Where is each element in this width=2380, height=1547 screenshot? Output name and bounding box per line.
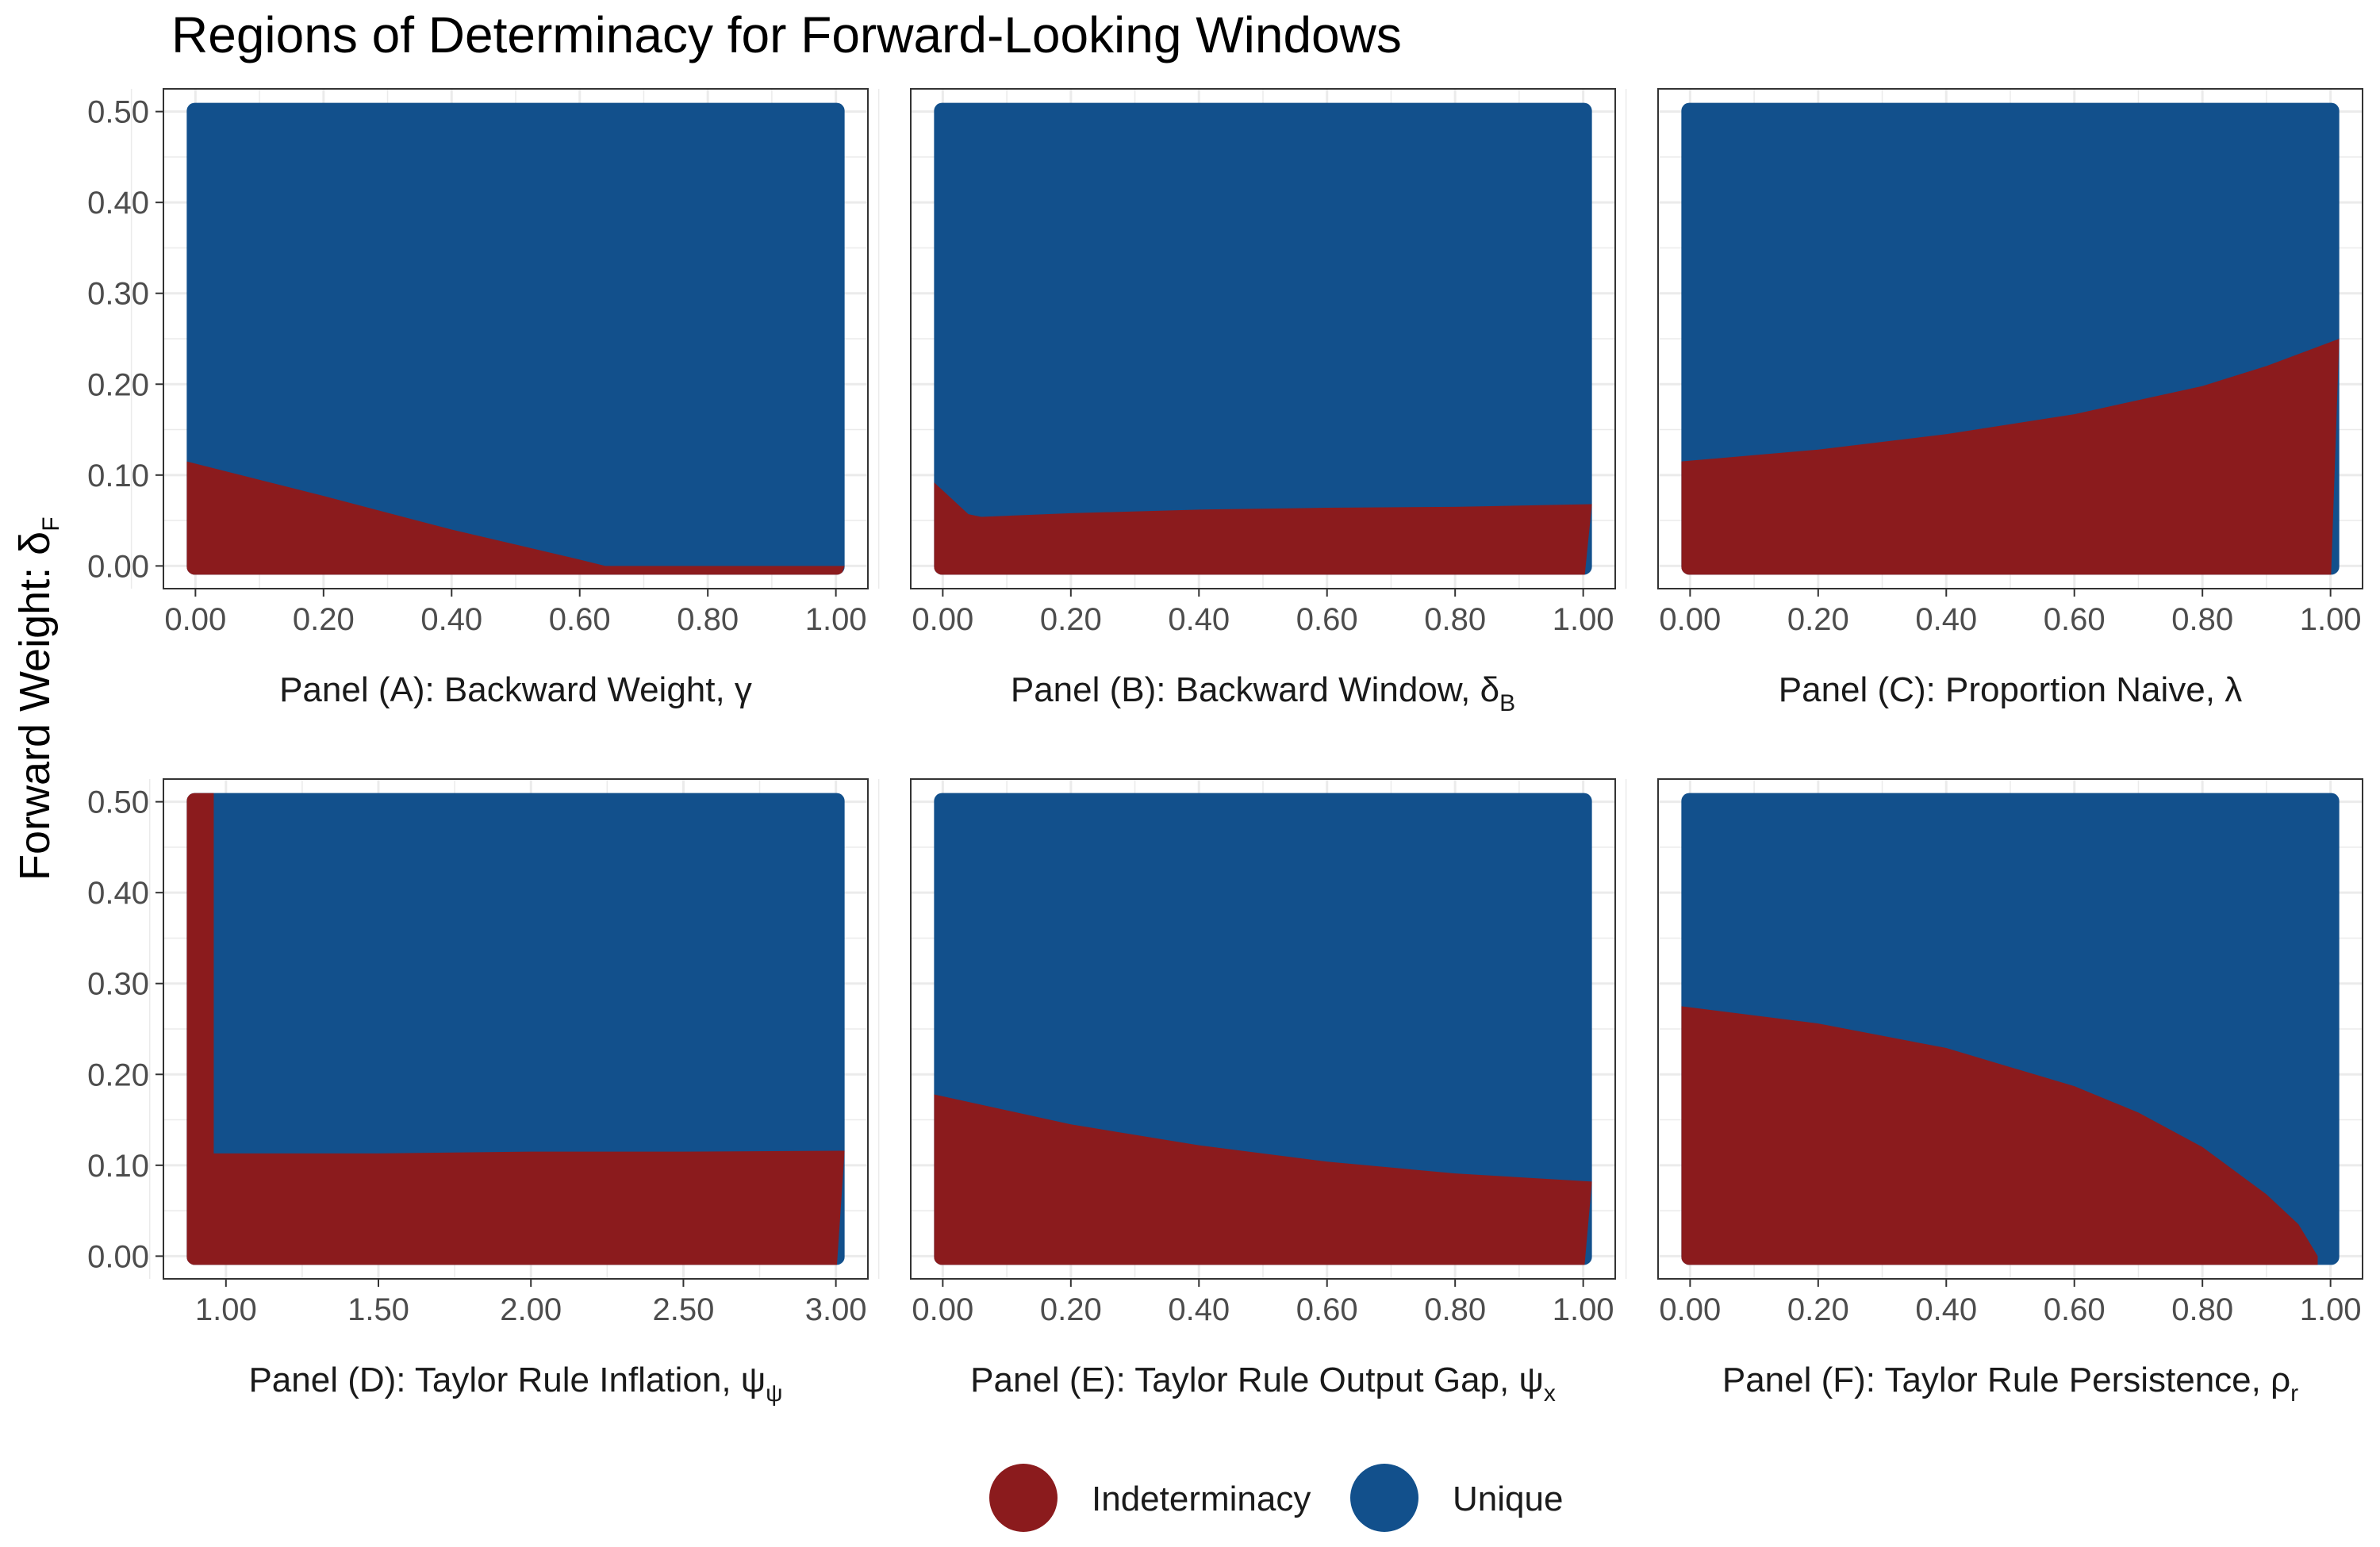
panel-border — [1657, 88, 2363, 589]
x-tick-label: 0.40 — [1168, 1292, 1230, 1327]
x-tick-label: 0.80 — [677, 602, 739, 637]
x-tick-label: 0.80 — [1424, 602, 1486, 637]
indeterminacy-region — [1681, 339, 2340, 575]
x-tick-label: 3.00 — [805, 1292, 867, 1327]
unique-region — [186, 102, 845, 575]
panel-d: 1.00 1.50 2.00 2.50 3.00 0.00 0.10 0.20 0.30 0.40… — [87, 778, 869, 1407]
y-axis-label: Forward Weight: δF — [11, 516, 64, 881]
panel-label-main: Panel (C): Proportion Naive, λ — [1779, 670, 2242, 709]
y-tick-label: 0.20 — [87, 1058, 149, 1092]
y-axis-label-subscript: F — [38, 516, 64, 531]
x-tick-label: 0.40 — [1915, 1292, 1977, 1327]
panel-label-main: Panel (F): Taylor Rule Persistence, ρ — [1722, 1361, 2290, 1399]
x-tick-label: 0.20 — [1040, 602, 1102, 637]
x-tick-label: 0.40 — [1168, 602, 1230, 637]
y-tick-label: 0.40 — [87, 186, 149, 221]
indeterminacy-region — [1681, 1006, 2318, 1265]
y-tick-label: 0.10 — [87, 459, 149, 493]
x-tick-label: 0.00 — [912, 1292, 973, 1327]
panels: 0.00 0.20 0.40 0.60 0.80 1.00 0.00 0.10 0.20 0.30… — [87, 88, 2363, 1407]
panel-label: Panel (D): Taylor Rule Inflation, ψψ — [248, 1361, 782, 1407]
y-axis-label-main: Forward Weight: δ — [11, 532, 59, 881]
panel-border — [910, 778, 1616, 1280]
panel-border — [163, 778, 869, 1280]
indeterminacy-region — [934, 482, 1592, 575]
panel-label: Panel (C): Proportion Naive, λ — [1779, 670, 2242, 709]
indeterminacy-region — [186, 461, 845, 575]
x-tick-label: 1.00 — [1553, 1292, 1614, 1327]
x-tick-label: 0.60 — [2044, 602, 2106, 637]
x-tick-label: 0.80 — [2171, 602, 2233, 637]
y-tick-label: 0.10 — [87, 1149, 149, 1184]
x-tick-label: 0.40 — [1915, 602, 1977, 637]
x-tick-label: 0.20 — [1787, 602, 1849, 637]
panel-label: Panel (E): Taylor Rule Output Gap, ψx — [970, 1361, 1556, 1407]
x-tick-label: 1.50 — [347, 1292, 409, 1327]
panel-a: 0.00 0.20 0.40 0.60 0.80 1.00 0.00 0.10 0.20 0.30… — [87, 88, 869, 709]
unique-region — [186, 793, 845, 1265]
legend-swatch-indeterminacy — [989, 1464, 1058, 1532]
x-tick-label: 1.00 — [805, 602, 867, 637]
panel-label-main: Panel (A): Backward Weight, γ — [279, 670, 752, 709]
unique-region — [934, 102, 1592, 575]
x-tick-label: 0.00 — [1659, 1292, 1721, 1327]
x-tick-label: 0.00 — [912, 602, 973, 637]
x-tick-label: 0.00 — [164, 602, 226, 637]
y-tick-label: 0.50 — [87, 785, 149, 820]
y-tick-label: 0.00 — [87, 1239, 149, 1274]
panel-label-subscript: ψ — [766, 1380, 782, 1407]
legend: Indeterminacy Unique — [989, 1464, 1563, 1532]
figure-title: Regions of Determinacy for Forward-Looki… — [171, 6, 1402, 63]
x-tick-label: 0.20 — [293, 602, 355, 637]
panel-label-subscript: x — [1544, 1380, 1556, 1407]
y-tick-label: 0.30 — [87, 277, 149, 312]
x-tick-label: 2.50 — [652, 1292, 714, 1327]
x-tick-label: 0.60 — [1296, 602, 1358, 637]
x-tick-label: 0.40 — [420, 602, 482, 637]
panel-e: 0.00 0.20 0.40 0.60 0.80 1.00 Panel (E): Taylo… — [877, 778, 1616, 1407]
x-tick-label: 0.20 — [1040, 1292, 1102, 1327]
x-tick-label: 1.00 — [2300, 1292, 2362, 1327]
legend-label-unique: Unique — [1453, 1480, 1563, 1518]
x-tick-label: 0.60 — [549, 602, 611, 637]
panel-label: Panel (F): Taylor Rule Persistence, ρr — [1722, 1361, 2298, 1407]
indeterminacy-region — [186, 793, 845, 1265]
x-tick-label: 2.00 — [500, 1292, 562, 1327]
panel-b: 0.00 0.20 0.40 0.60 0.80 1.00 Panel (B): Backw… — [877, 88, 1616, 716]
legend-swatch-unique — [1350, 1464, 1418, 1532]
y-tick-label: 0.00 — [87, 549, 149, 584]
x-tick-label: 0.00 — [1659, 602, 1721, 637]
panel-label-main: Panel (E): Taylor Rule Output Gap, ψ — [970, 1361, 1544, 1399]
y-tick-label: 0.30 — [87, 967, 149, 1002]
x-tick-label: 1.00 — [1553, 602, 1614, 637]
panel-label: Panel (A): Backward Weight, γ — [279, 670, 752, 709]
panel-border — [910, 88, 1616, 589]
x-tick-label: 0.60 — [1296, 1292, 1358, 1327]
panel-label-main: Panel (D): Taylor Rule Inflation, ψ — [248, 1361, 766, 1399]
panel-label: Panel (B): Backward Window, δB — [1011, 670, 1515, 716]
panel-label-main: Panel (B): Backward Window, δ — [1011, 670, 1499, 709]
panel-label-subscript: r — [2290, 1380, 2298, 1407]
panel-border — [1657, 778, 2363, 1280]
y-tick-label: 0.20 — [87, 367, 149, 402]
indeterminacy-region — [934, 1094, 1592, 1265]
x-tick-label: 0.80 — [1424, 1292, 1486, 1327]
x-tick-label: 0.80 — [2171, 1292, 2233, 1327]
x-tick-label: 1.00 — [2300, 602, 2362, 637]
y-tick-label: 0.40 — [87, 876, 149, 911]
panel-border — [163, 88, 869, 589]
x-tick-label: 1.00 — [195, 1292, 257, 1327]
panel-c: 0.00 0.20 0.40 0.60 0.80 1.00 Panel (C): Propo… — [1625, 88, 2363, 709]
legend-label-indeterminacy: Indeterminacy — [1092, 1480, 1311, 1518]
panel-label-subscript: B — [1499, 690, 1515, 716]
x-tick-label: 0.60 — [2044, 1292, 2106, 1327]
x-tick-label: 0.20 — [1787, 1292, 1849, 1327]
y-tick-label: 0.50 — [87, 95, 149, 130]
